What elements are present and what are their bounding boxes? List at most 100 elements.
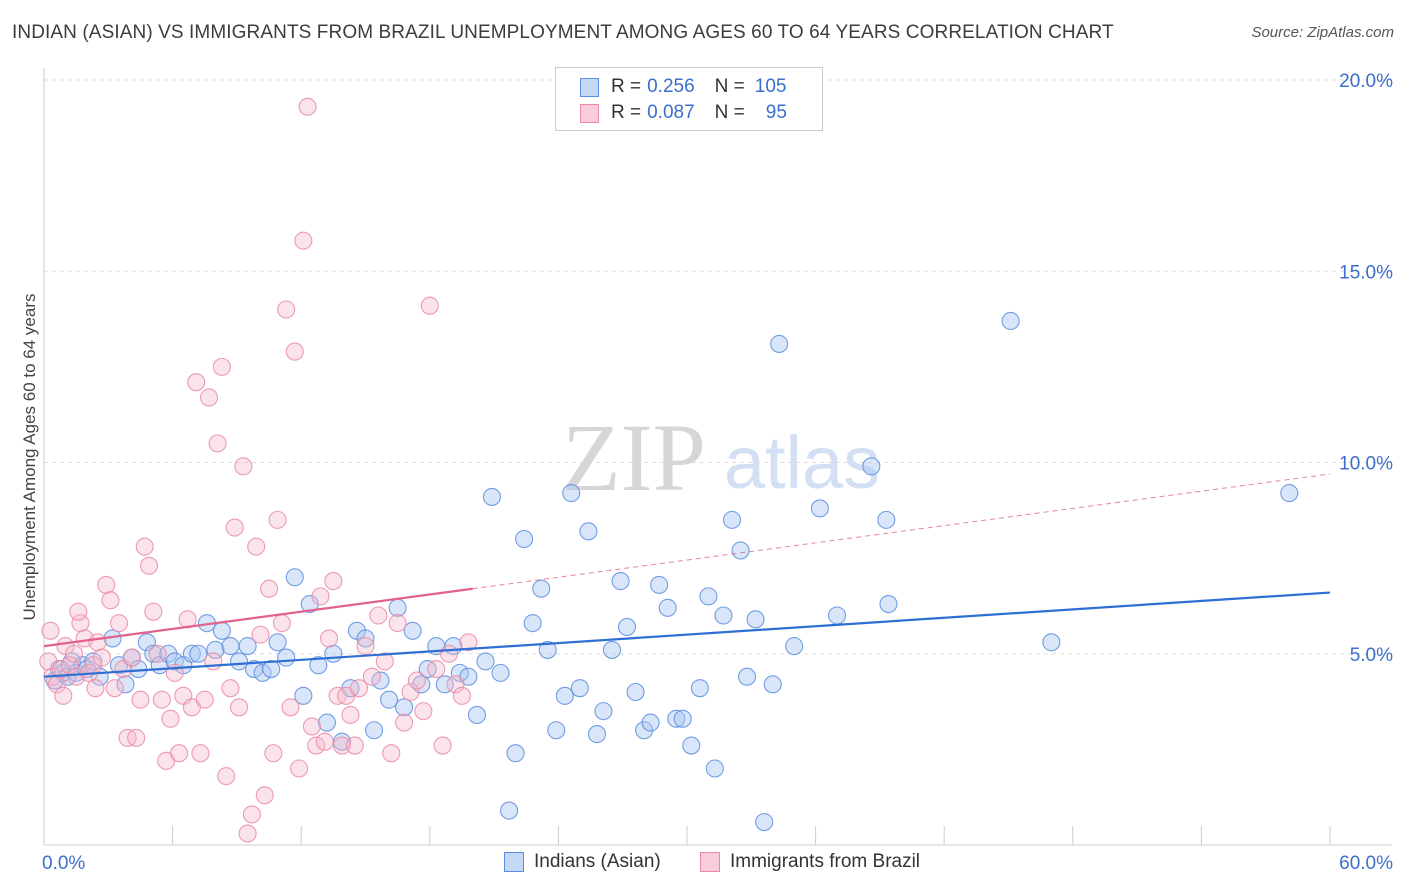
indians-point [309, 656, 328, 675]
indians-point [594, 702, 613, 721]
brazil-point [255, 786, 274, 805]
indians-point [277, 648, 296, 667]
brazil-point [332, 736, 351, 755]
brazil-point [212, 357, 231, 376]
correlation-legend: R = 0.256 N = 105 R = 0.087 N = 95 [555, 67, 823, 131]
indians-point [755, 812, 774, 832]
indians-point [467, 705, 487, 725]
indians-point [116, 675, 135, 694]
brazil-point [54, 686, 73, 705]
indians-point [538, 640, 557, 659]
brazil-point [298, 97, 317, 116]
brazil-point [427, 659, 446, 679]
trend-lines [43, 473, 1331, 678]
indians-point [506, 744, 525, 763]
series-swatch-brazil [700, 852, 720, 872]
brazil-point [264, 744, 283, 763]
brazil-point [242, 805, 261, 824]
y-tick-label: 15.0% [1339, 262, 1393, 283]
indians-point [617, 617, 637, 637]
brazil-point [161, 709, 180, 728]
indians-point [862, 457, 881, 476]
indians-point [714, 606, 733, 625]
brazil-point [238, 824, 257, 843]
brazil-point [88, 633, 107, 652]
indians-point [300, 594, 319, 614]
brazil-point [315, 732, 334, 751]
indians-point [1001, 311, 1020, 331]
indians-point [476, 652, 495, 671]
brazil-point [277, 300, 296, 319]
legend-n-label: N = [714, 102, 745, 123]
source-credit: Source: ZipAtlas.com [1251, 24, 1394, 41]
brazil-point [247, 537, 266, 556]
indians-point [356, 629, 375, 648]
indians-point [579, 522, 598, 541]
legend-r-value: 0.087 [647, 102, 695, 123]
indians-point [602, 640, 622, 659]
indians-point [515, 529, 534, 549]
brazil-point [69, 602, 88, 621]
brazil-point [204, 652, 223, 671]
indians-point [650, 575, 669, 594]
indians-point [810, 499, 829, 518]
indians-point [722, 510, 742, 529]
brazil-point [375, 652, 394, 671]
indians-point [1042, 633, 1061, 652]
brazil-point [64, 644, 84, 663]
brazil-point [414, 702, 433, 721]
legend-n-value: 105 [754, 76, 787, 97]
indians-point [182, 644, 201, 663]
indians-point [262, 659, 281, 679]
indians-point [212, 621, 231, 640]
indians-point [555, 686, 574, 705]
indians-point [641, 713, 660, 732]
legend-r-value: 0.256 [647, 76, 695, 97]
brazil-point [92, 648, 111, 667]
indians-point [587, 725, 607, 744]
indians-point [827, 606, 847, 625]
series-legend-label: Immigrants from Brazil [730, 851, 921, 872]
indians-point [324, 644, 343, 663]
indians-point [189, 644, 208, 663]
indians-point [673, 709, 692, 728]
watermark-atlas: atlas [724, 421, 880, 504]
indians-point [523, 614, 542, 633]
legend-swatch-indians [580, 77, 599, 97]
brazil-point [345, 736, 364, 755]
indians-point [144, 644, 163, 663]
indians-point [435, 675, 454, 694]
indians-trend-line [43, 591, 1331, 678]
x-tick-label: 60.0% [1339, 853, 1393, 874]
series-legend-indians[interactable]: Indians (Asian) [504, 851, 661, 873]
brazil-point [407, 671, 426, 690]
indians-point [562, 484, 581, 503]
brazil-point [259, 579, 279, 598]
brazil-point [131, 690, 150, 709]
indians-point [137, 633, 156, 652]
brazil-point [433, 736, 452, 755]
brazil-point [191, 744, 210, 763]
indians-point [611, 572, 630, 591]
brazil-point [225, 518, 244, 537]
brazil-point [388, 614, 407, 633]
y-tick-label: 20.0% [1339, 71, 1393, 92]
brazil-point [101, 591, 120, 610]
brazil-point [152, 690, 171, 709]
indians-point [450, 663, 469, 682]
indians-point [268, 633, 287, 652]
brazil-point [281, 698, 300, 717]
legend-r-label: R = [611, 76, 642, 97]
brazil-point [459, 633, 478, 652]
series-legend-brazil[interactable]: Immigrants from Brazil [700, 851, 920, 873]
brazil-point [302, 717, 321, 736]
legend-n-value: 95 [765, 102, 787, 123]
brazil-point [272, 614, 291, 633]
indians-point [737, 667, 757, 686]
indians-point [67, 663, 86, 682]
brazil-point [187, 373, 206, 392]
brazil-point [440, 644, 459, 663]
indians-point [532, 579, 551, 598]
series-legend: Indians (Asian) Immigrants from Brazil [0, 851, 1406, 877]
indians-point [705, 759, 724, 778]
